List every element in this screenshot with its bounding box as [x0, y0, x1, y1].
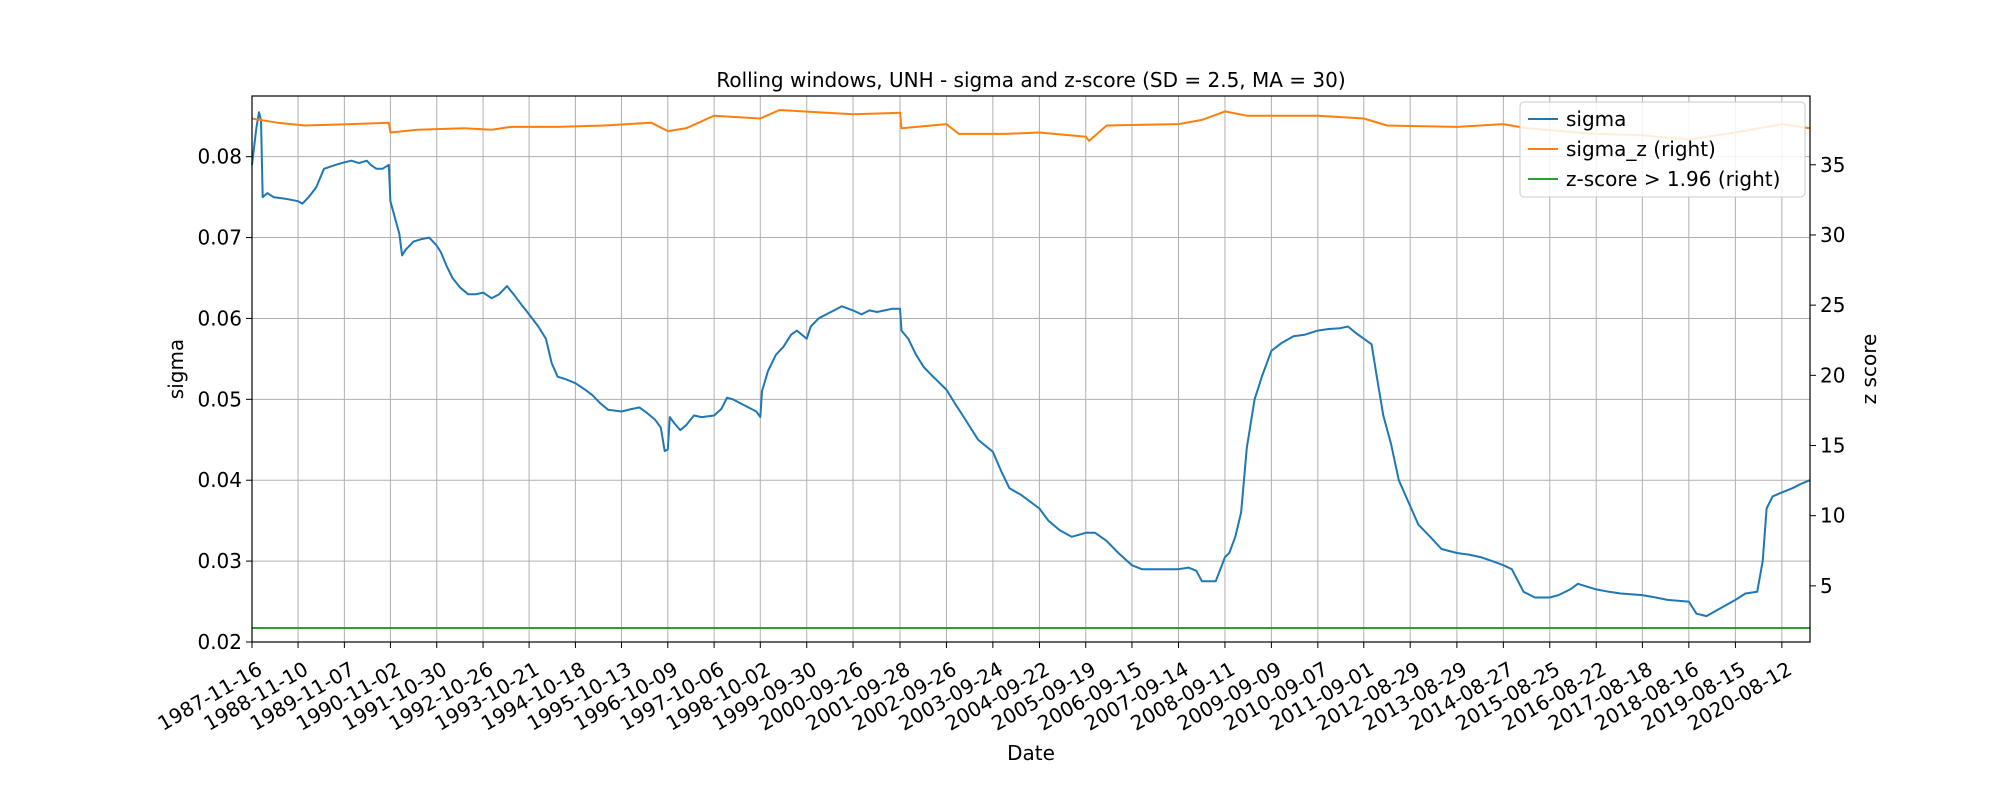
chart-title: Rolling windows, UNH - sigma and z-score…: [716, 68, 1345, 92]
plot-frame: [251, 95, 1811, 643]
x-axis-label: Date: [1007, 741, 1055, 765]
legend-label: z-score > 1.96 (right): [1566, 167, 1780, 191]
y-tick-label: 0.08: [197, 145, 242, 169]
y-right-tick-label: 20: [1820, 363, 1845, 387]
y-tick-label: 0.05: [197, 387, 242, 411]
legend: sigma sigma_z (right) z-score > 1.96 (righ…: [1519, 101, 1806, 198]
y-right-tick-label: 30: [1820, 223, 1845, 247]
y-right-tick-label: 5: [1820, 574, 1833, 598]
y-tick-label: 0.07: [197, 226, 242, 250]
y-right-tick-label: 35: [1820, 153, 1845, 177]
y-tick-label: 0.03: [197, 549, 242, 573]
series-line-sigma: [251, 111, 1811, 618]
legend-label: sigma_z (right): [1566, 137, 1716, 161]
y-right-tick-label: 10: [1820, 504, 1845, 528]
legend-box: [1519, 101, 1806, 198]
y-tick-label: 0.04: [197, 468, 242, 492]
y-axis-label: sigma: [164, 339, 188, 399]
y-tick-label: 0.06: [197, 306, 242, 330]
y-tick-label: 0.02: [197, 630, 242, 654]
y-right-tick-label: 15: [1820, 433, 1845, 457]
y-right-tick-label: 25: [1820, 293, 1845, 317]
series-line-sigma-z-right: [251, 109, 1811, 142]
y-right-axis-label: z score: [1857, 334, 1881, 405]
legend-label: sigma: [1566, 107, 1626, 131]
